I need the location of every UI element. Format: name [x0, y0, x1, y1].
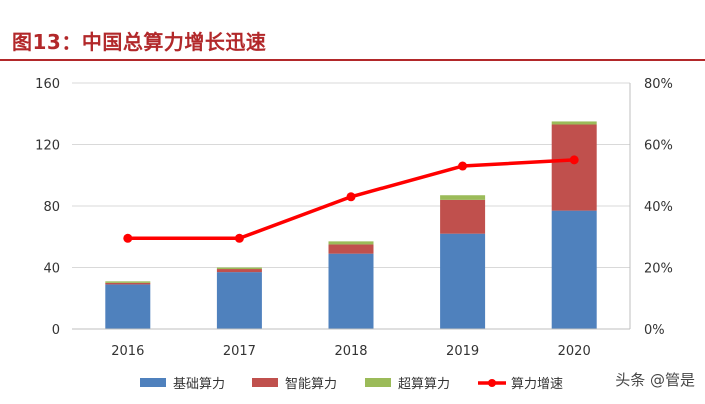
bar-segment	[105, 281, 151, 283]
bar-segment	[105, 282, 151, 285]
legend-label: 超算算力	[398, 377, 450, 392]
left-tick-label: 120	[35, 139, 60, 154]
legend-label: 智能算力	[285, 377, 337, 392]
bar-segment	[551, 121, 597, 125]
legend-swatch	[252, 378, 278, 387]
growth-line	[123, 155, 579, 243]
legend: 基础算力 智能算力 超算算力 算力增速	[140, 377, 563, 392]
watermark: 头条 @管是	[615, 371, 695, 389]
legend-swatch	[140, 378, 166, 387]
bar-segment	[328, 241, 374, 245]
title-divider	[0, 59, 705, 61]
growth-point	[569, 155, 579, 165]
bar-segment	[440, 199, 486, 234]
right-tick-label: 40%	[644, 200, 673, 215]
left-tick-label: 80	[43, 200, 60, 215]
left-tick-label: 40	[43, 262, 60, 277]
legend-swatch-marker	[488, 379, 496, 387]
right-tick-label: 80%	[644, 77, 673, 92]
right-tick-label: 60%	[644, 139, 673, 154]
x-tick-label: 2018	[334, 344, 367, 359]
bar-segment	[216, 272, 262, 329]
growth-point	[458, 161, 468, 171]
right-tick-label: 20%	[644, 262, 673, 277]
legend-label: 算力增速	[511, 377, 563, 392]
bar-segment	[440, 195, 486, 200]
bar-segment	[551, 210, 597, 329]
bar-segment	[328, 253, 374, 329]
bar-segment	[440, 233, 486, 329]
legend-swatch	[365, 378, 391, 387]
bar-segment	[328, 244, 374, 254]
growth-point	[346, 192, 356, 202]
axes: 0 40 80 120 160 0% 20% 40% 60% 80% 2016 2017 2018 201…	[35, 77, 673, 359]
bar-segment	[551, 124, 597, 211]
legend-label: 基础算力	[173, 377, 225, 392]
left-tick-label: 160	[35, 77, 60, 92]
figure-title: 图13：中国总算力增长迅速	[12, 30, 267, 54]
bar-segment	[105, 284, 151, 329]
x-tick-label: 2017	[223, 344, 256, 359]
bar-segment	[216, 267, 262, 270]
growth-point	[234, 233, 244, 243]
x-tick-label: 2019	[446, 344, 479, 359]
left-tick-label: 0	[52, 323, 60, 338]
growth-point	[123, 233, 133, 243]
bars	[105, 121, 597, 329]
bar-segment	[216, 269, 262, 273]
x-tick-label: 2016	[111, 344, 144, 359]
right-tick-label: 0%	[644, 323, 665, 338]
x-tick-label: 2020	[558, 344, 591, 359]
